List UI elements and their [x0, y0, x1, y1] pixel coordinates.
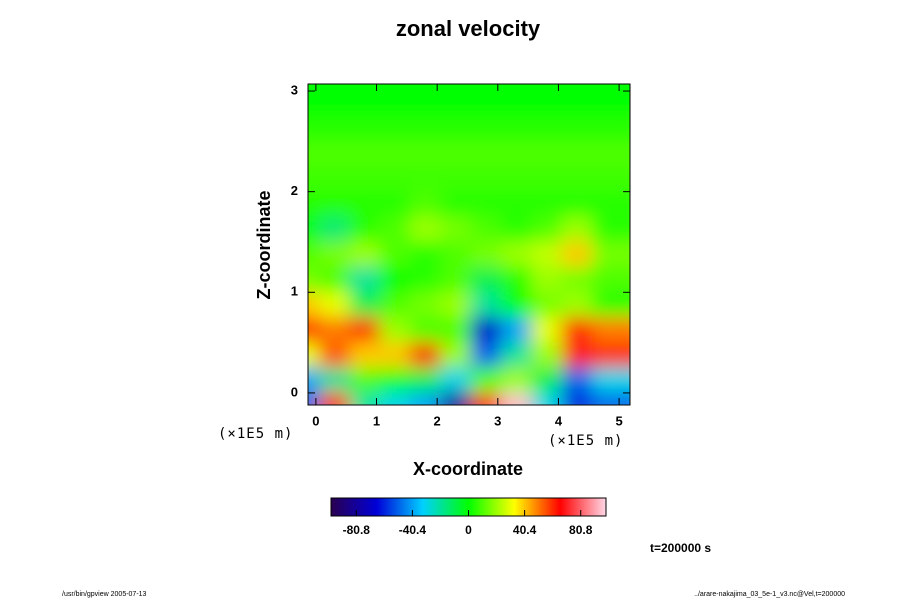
chart-title: zonal velocity [396, 16, 541, 41]
x-tick-label: 3 [494, 413, 501, 428]
annotation: t=200000 s [650, 541, 711, 555]
plot-frame [307, 83, 631, 406]
colorbar-tick-label: 40.4 [513, 523, 537, 537]
x-tick-label: 0 [312, 413, 319, 428]
y-tick-label: 2 [291, 183, 298, 198]
y-unit: (×1E5 m) [218, 426, 293, 442]
y-tick-label: 3 [291, 82, 298, 97]
colorbar-tick-label: -80.8 [343, 523, 371, 537]
y-tick-label: 1 [291, 284, 298, 299]
colorbar-tick-label: 80.8 [569, 523, 593, 537]
x-unit: (×1E5 m) [548, 433, 623, 449]
x-tick-label: 5 [615, 413, 622, 428]
colorbar-tick-label: -40.4 [399, 523, 427, 537]
x-tick-label: 4 [555, 413, 563, 428]
footer-right: ../arare-nakajima_03_5e-1_v3.nc@Vel,t=20… [694, 591, 845, 598]
colorbar-tick-label: 0 [465, 523, 472, 537]
footer-left: /usr/bin/gpview 2005-07-13 [62, 591, 147, 598]
x-tick-label: 1 [373, 413, 380, 428]
y-axis-label: Z-coordinate [254, 190, 274, 299]
x-axis-label: X-coordinate [413, 459, 523, 479]
y-tick-label: 0 [291, 384, 298, 399]
heatmap-cell [591, 84, 630, 116]
x-tick-label: 2 [434, 413, 441, 428]
